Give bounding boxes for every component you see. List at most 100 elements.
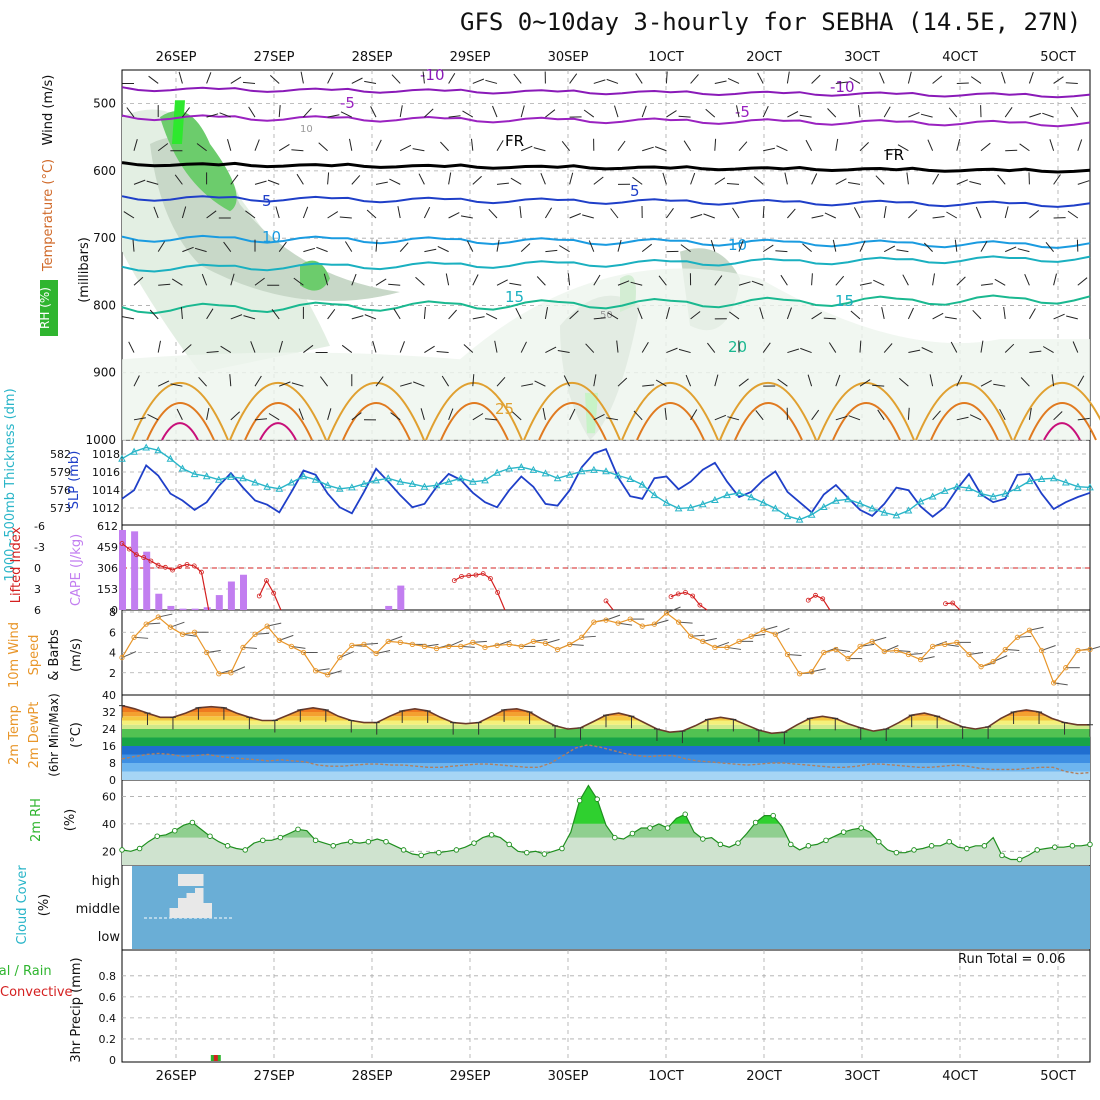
ylabel-cloud-pct: (%)	[37, 894, 52, 917]
wind-barb	[1029, 210, 1040, 219]
wind-barb	[399, 341, 405, 353]
wind-barb	[956, 416, 969, 421]
wind-marker	[1075, 647, 1081, 654]
thickness-marker	[299, 472, 308, 480]
wind-marker	[361, 641, 367, 648]
wind-barb	[932, 173, 940, 185]
wind-barb	[375, 239, 378, 252]
wind-barb	[908, 209, 918, 219]
cape-tick: 306	[97, 562, 118, 575]
thickness-marker	[118, 454, 126, 462]
wind-barb	[227, 139, 232, 151]
wind-barb	[569, 172, 574, 185]
wind-barb	[753, 176, 764, 185]
temp-band	[122, 771, 1090, 780]
wind-barb	[569, 310, 579, 320]
wind-marker	[942, 641, 948, 648]
wind-barb	[707, 342, 716, 353]
wind-barb	[494, 340, 498, 353]
wind-barb	[802, 243, 812, 253]
wind-barb	[678, 348, 691, 354]
isotherm-30	[440, 402, 509, 441]
wind-barb	[391, 74, 401, 84]
date-label-top: 4OCT	[942, 50, 978, 65]
thickness-marker	[166, 454, 175, 462]
thickness-marker	[1086, 483, 1094, 491]
isotherm-25	[1013, 382, 1100, 441]
cloud-high-bar	[178, 874, 187, 886]
rh-marker	[242, 847, 248, 853]
thickness-marker	[795, 515, 804, 523]
date-label-top: 29SEP	[450, 50, 491, 65]
ylabel-2m-rh: 2m RH	[29, 798, 44, 842]
wind-marker	[917, 656, 924, 663]
wind-barb	[157, 380, 170, 387]
date-label-bottom: 4OCT	[942, 1069, 978, 1084]
wind-barb	[1077, 375, 1085, 387]
wind-marker	[990, 658, 996, 665]
isotherm-minus10	[121, 86, 1091, 99]
precip-tick: 0.4	[99, 1012, 117, 1025]
wind-barb	[637, 307, 643, 320]
wind-tick: 8	[109, 606, 116, 619]
wind-barb	[420, 408, 425, 420]
wind-barb	[254, 277, 265, 286]
rh-marker	[999, 852, 1005, 859]
thickness-marker	[638, 480, 647, 488]
thickness-marker	[626, 474, 635, 482]
thickness-marker	[832, 496, 840, 504]
wind-barb	[298, 408, 304, 420]
wind-barb	[300, 71, 304, 84]
wind-barb	[932, 75, 943, 84]
wind-barb	[727, 77, 740, 84]
wind-marker	[446, 643, 452, 650]
wind-barb	[511, 411, 522, 421]
wind-barb	[690, 214, 703, 219]
rh-area-bright	[172, 100, 185, 144]
isotherm-25	[327, 382, 425, 441]
temp-band	[122, 705, 1090, 708]
wind-marker	[905, 651, 912, 658]
rh-marker	[471, 840, 477, 846]
wind-marker	[954, 639, 960, 646]
thickness-marker	[154, 446, 163, 454]
wind-barb	[492, 105, 498, 118]
contour-label: -10	[830, 78, 855, 96]
wind-barbs	[121, 71, 1090, 421]
rh-marker	[172, 827, 178, 834]
isotherm-30	[244, 402, 313, 441]
wind-barb	[641, 243, 653, 253]
contour-label: -5	[340, 94, 355, 112]
wind-barb	[1024, 274, 1030, 286]
cape-bar	[191, 608, 199, 610]
thickness-marker	[408, 479, 417, 487]
wind-barb	[685, 374, 692, 387]
wind-marker	[579, 634, 585, 640]
cloud-middle-bar	[186, 893, 195, 918]
wind-marker	[1087, 646, 1093, 653]
pressure-tick: 900	[93, 366, 116, 380]
date-label-bottom: 26SEP	[156, 1069, 197, 1084]
wind-marker	[167, 624, 174, 630]
isotherm-30	[930, 402, 999, 441]
wind-barb	[351, 175, 361, 185]
thickness-marker	[202, 472, 211, 480]
thickness-marker	[323, 481, 332, 489]
rh-marker	[612, 834, 618, 841]
wind-barb	[980, 340, 984, 353]
wind-barb	[811, 74, 821, 84]
rh-marker	[946, 838, 952, 845]
wind-barb	[762, 205, 765, 219]
wind-barb	[496, 279, 508, 286]
wind-barb	[182, 344, 192, 353]
wind-barb	[278, 340, 283, 353]
wind-barb	[1042, 112, 1054, 118]
rh-marker	[1069, 843, 1076, 849]
temp-band	[122, 754, 1090, 763]
wind-barb	[340, 111, 353, 118]
rh-marker	[312, 837, 319, 844]
wind-barb	[339, 216, 352, 219]
wind-barb	[472, 374, 475, 387]
wind-barb	[170, 383, 183, 387]
wind-barb	[349, 138, 353, 151]
